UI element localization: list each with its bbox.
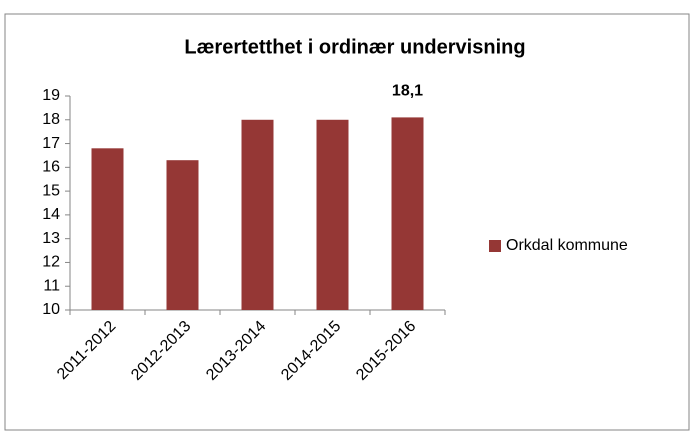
y-tick-label: 12	[42, 254, 60, 271]
y-tick-label: 17	[42, 135, 60, 152]
bar	[241, 119, 274, 311]
y-tick-label: 16	[42, 159, 60, 176]
y-tick-label: 11	[43, 277, 60, 294]
y-tick-label: 15	[42, 182, 60, 199]
data-label: 18,1	[392, 83, 423, 100]
y-tick-label: 18	[42, 111, 60, 128]
bar	[391, 117, 424, 311]
legend-label: Orkdal kommune	[506, 237, 628, 254]
y-tick-label: 13	[42, 230, 60, 247]
legend-swatch	[489, 240, 501, 252]
chart-title: Lærertetthet i ordinær undervisning	[184, 36, 525, 58]
y-tick-label: 10	[42, 301, 60, 318]
bar	[91, 148, 124, 310]
bar	[316, 119, 349, 311]
bar	[166, 160, 199, 310]
y-tick-label: 19	[42, 87, 60, 104]
y-tick-label: 14	[42, 206, 60, 223]
